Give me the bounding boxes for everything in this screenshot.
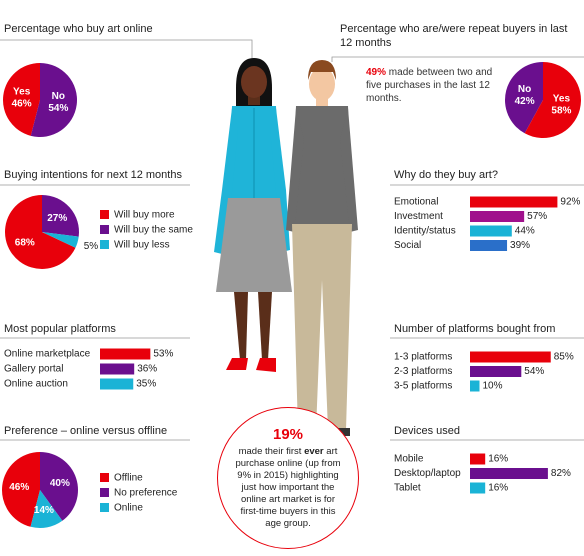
pie-slice — [42, 195, 80, 237]
bar-category-label: Social — [394, 240, 421, 251]
pie-slice — [30, 63, 78, 137]
bar-value-label: 85% — [554, 352, 574, 363]
bar-value-label: 92% — [560, 197, 580, 208]
callout-headline: 19% — [272, 426, 304, 443]
divider-lines — [0, 39, 584, 441]
man-illustration — [286, 60, 358, 436]
bar-category-label: Emotional — [394, 197, 438, 208]
legend-swatch — [100, 473, 109, 482]
bar-value-label: 35% — [136, 379, 156, 390]
bar — [470, 196, 558, 208]
bar-value-label: 54% — [524, 366, 544, 377]
bar-category-label: Online marketplace — [4, 349, 91, 360]
bar-category-label: Desktop/laptop — [394, 468, 461, 479]
callout: 19% made their first ever art purchase o… — [217, 407, 359, 549]
bar-category-label: Investment — [394, 211, 443, 222]
slice-category-label: Yes — [553, 93, 571, 104]
chart-title: Preference – online versus offline — [4, 425, 168, 437]
legend-swatch — [100, 210, 109, 219]
callout-text-part: art purchase online (up from 9% in 2015)… — [235, 446, 341, 529]
legend-label: No preference — [114, 488, 178, 499]
slice-category-label: No — [52, 91, 65, 102]
legend-swatch — [100, 240, 109, 249]
callout-text-part: made their first — [238, 446, 305, 457]
legend-label: Will buy more — [114, 210, 175, 221]
bar-category-label: 1-3 platforms — [394, 352, 452, 363]
pie-slice — [40, 452, 79, 521]
bar-category-label: 2-3 platforms — [394, 366, 452, 377]
slice-category-label: No — [518, 84, 531, 95]
slice-value-label: 68% — [15, 238, 35, 249]
bar-category-label: 3-5 platforms — [394, 381, 452, 392]
bar-value-label: 44% — [515, 226, 535, 237]
slice-value-label: 46% — [9, 482, 29, 493]
chart-title: Most popular platforms — [4, 323, 116, 335]
annotation-highlight: 49% — [366, 67, 387, 78]
pie-slice — [505, 62, 543, 134]
slice-value-label: 27% — [47, 213, 67, 224]
bar — [470, 211, 525, 222]
bar-value-label: 39% — [510, 240, 530, 251]
bar-value-label: 10% — [483, 381, 503, 392]
legend-label: Offline — [114, 473, 143, 484]
legend-swatch — [100, 503, 109, 512]
annotation-text: made between two and five purchases in t… — [366, 67, 493, 104]
bar-category-label: Tablet — [394, 483, 421, 494]
bar — [100, 363, 135, 375]
pie-slice — [5, 195, 76, 269]
bar — [100, 348, 151, 360]
chart-title: Devices used — [394, 425, 461, 437]
legend-label: Will buy less — [114, 240, 170, 251]
bar — [100, 378, 134, 390]
chart-title: Buying intentions for next 12 months — [4, 169, 182, 181]
slice-value-label: 40% — [50, 478, 70, 489]
legend-label: Online — [114, 503, 143, 514]
slice-category-label: Yes — [13, 86, 31, 97]
legend-label: Will buy the same — [114, 225, 193, 236]
slice-value-label: 58% — [551, 105, 571, 116]
annotation: 49% made between two and five purchases … — [366, 66, 496, 105]
pie-slice — [42, 232, 79, 248]
bar-value-label: 82% — [551, 468, 571, 479]
pie-slice — [3, 63, 41, 136]
slice-value-label: 54% — [48, 103, 68, 114]
chart-title: Why do they buy art? — [394, 169, 498, 181]
bar-category-label: Identity/status — [394, 226, 456, 237]
bar — [470, 351, 551, 363]
chart-title: Number of platforms bought from — [394, 323, 556, 335]
bar — [470, 482, 486, 494]
pie-slice — [30, 490, 63, 528]
bar — [470, 366, 522, 377]
bar-value-label: 16% — [488, 483, 508, 494]
bar-category-label: Gallery portal — [4, 364, 63, 375]
slice-value-label: 46% — [12, 98, 32, 109]
legend-swatch — [100, 225, 109, 234]
bar — [470, 380, 480, 392]
woman-illustration — [214, 58, 292, 372]
bar — [470, 468, 548, 479]
bar-value-label: 53% — [153, 349, 173, 360]
bar-category-label: Mobile — [394, 454, 424, 465]
callout-text: made their first ever art purchase onlin… — [232, 446, 344, 530]
slice-value-label: 5% — [84, 241, 99, 252]
callout-text-emphasis: ever — [304, 446, 324, 457]
chart-title: Percentage who are/were repeat buyers in… — [340, 23, 568, 49]
bar-value-label: 16% — [488, 454, 508, 465]
bar — [470, 240, 508, 251]
slice-value-label: 14% — [34, 505, 54, 516]
slice-value-label: 42% — [515, 96, 535, 107]
legend-swatch — [100, 488, 109, 497]
chart-title: Percentage who buy art online — [4, 23, 153, 35]
bar — [470, 225, 512, 237]
pie-slice — [2, 452, 41, 527]
pie-slice — [524, 62, 582, 138]
bar-category-label: Online auction — [4, 379, 68, 390]
bar-value-label: 36% — [137, 364, 157, 375]
bar-value-label: 57% — [527, 211, 547, 222]
bar — [470, 453, 486, 465]
